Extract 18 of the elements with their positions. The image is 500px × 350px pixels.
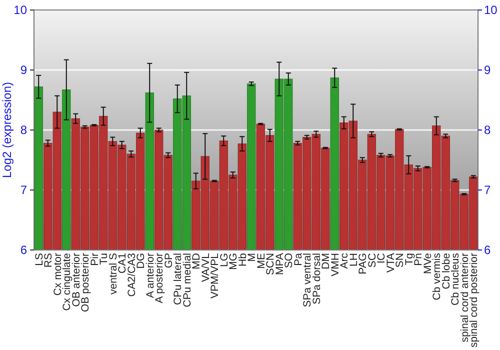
x-tick-label: SPa dorsal bbox=[310, 253, 323, 304]
y2-tick-label: 10 bbox=[484, 3, 498, 18]
x-tick-label: spinal cord posterior bbox=[468, 252, 480, 348]
x-tick-label: Hb bbox=[236, 252, 249, 266]
y-axis-title: Log2 (expression) bbox=[0, 82, 14, 178]
y-tick-label: 8 bbox=[20, 123, 28, 138]
y-tick-label: 7 bbox=[20, 183, 28, 198]
y2-tick-label: 7 bbox=[484, 183, 491, 198]
y2-tick-label: 8 bbox=[484, 123, 491, 138]
y-tick-label: 9 bbox=[20, 63, 28, 78]
y-tick-label: 6 bbox=[20, 243, 28, 258]
x-tick-label: Cb lobe bbox=[440, 252, 452, 290]
y-tick-label: 10 bbox=[14, 3, 28, 18]
y2-tick-label: 9 bbox=[484, 63, 491, 78]
x-tick-label: CPu medial bbox=[181, 253, 194, 308]
x-tick-label: LS bbox=[33, 253, 46, 266]
y2-tick-label: 6 bbox=[484, 243, 491, 258]
x-tick-label: RS bbox=[42, 253, 55, 268]
